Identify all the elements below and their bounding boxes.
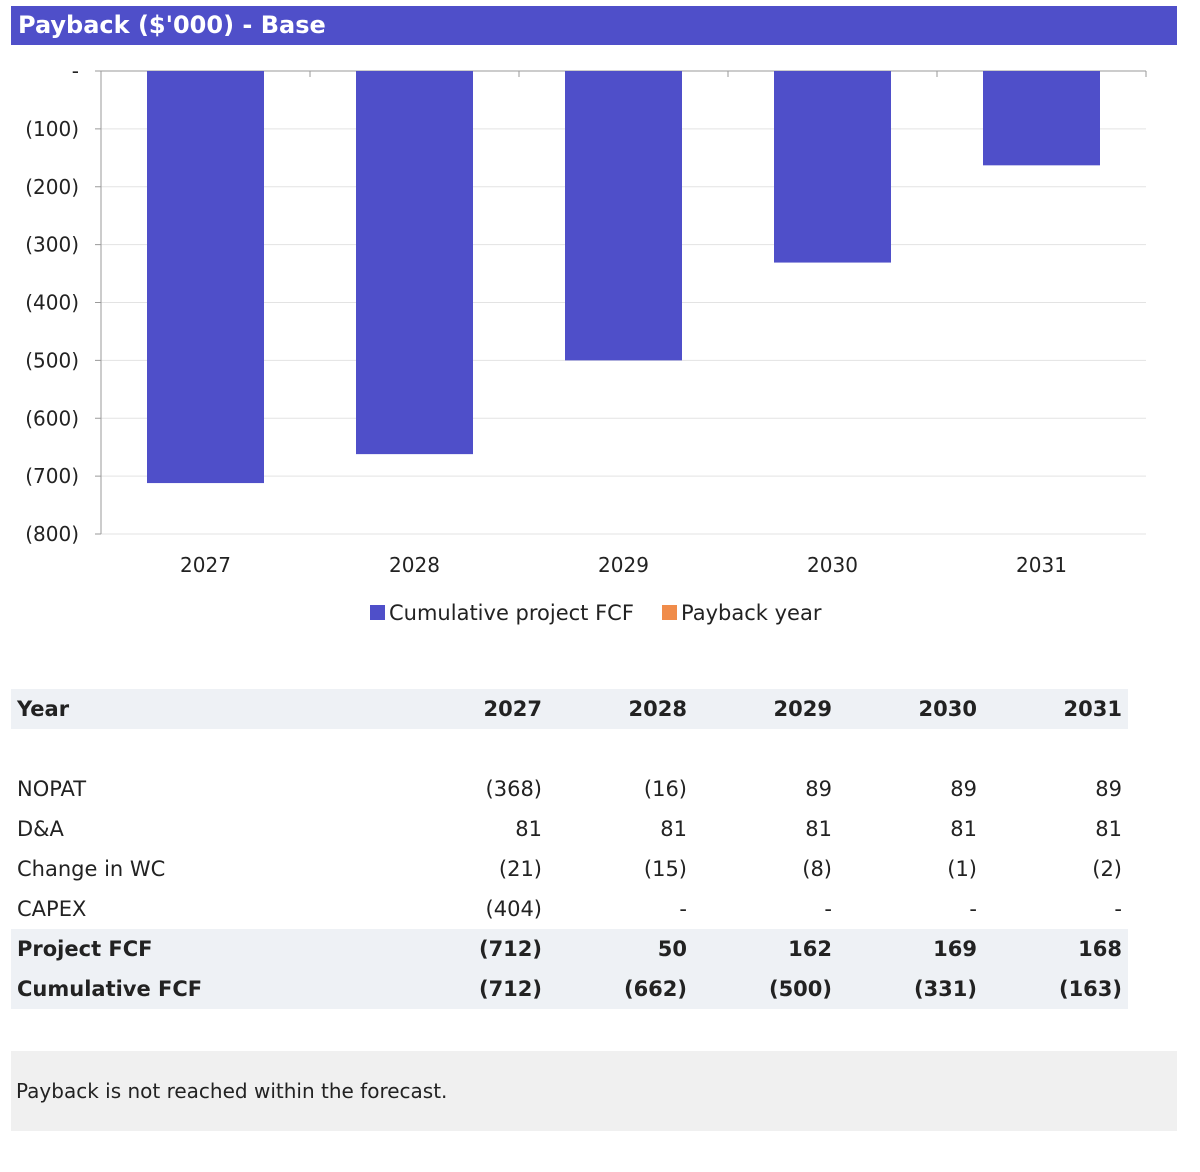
row-label: Cumulative FCF <box>11 969 403 1009</box>
x-tick-label: 2030 <box>807 553 858 577</box>
y-tick-label: (600) <box>25 406 79 430</box>
cell-value: (2) <box>1092 857 1122 881</box>
table-row-change-in-wc: Change in WC (21) (15) (8) (1) (2) <box>11 849 1128 889</box>
header-year: 2027 <box>403 689 548 729</box>
cell-value: - <box>969 897 977 921</box>
cell-value: (1) <box>947 857 977 881</box>
cell-value: (712) <box>403 929 548 969</box>
cell-value: 89 <box>1095 777 1122 801</box>
cell-value: 81 <box>950 817 977 841</box>
cell-value: 81 <box>1095 817 1122 841</box>
header-year: 2028 <box>548 689 693 729</box>
header-year: 2029 <box>693 689 838 729</box>
row-label: D&A <box>17 817 64 841</box>
y-tick-label: (500) <box>25 348 79 372</box>
table-row-da: D&A 81 81 81 81 81 <box>11 809 1128 849</box>
y-tick-label: (400) <box>25 291 79 315</box>
table-row-nopat: NOPAT (368) (16) 89 89 89 <box>11 769 1128 809</box>
table-row-cumulative-fcf: Cumulative FCF (712) (662) (500) (331) (… <box>11 969 1128 1009</box>
payback-chart: - (100) (200) (300) (400) (500) (600) (700) (800… <box>25 59 1147 625</box>
y-tick-label: (200) <box>25 175 79 199</box>
x-tick-label: 2031 <box>1016 553 1067 577</box>
cell-value: - <box>824 897 832 921</box>
table-row-project-fcf: Project FCF (712) 50 162 169 168 <box>11 929 1128 969</box>
note-box: Payback is not reached within the foreca… <box>11 1051 1177 1131</box>
bar <box>356 71 473 455</box>
header-year: 2031 <box>983 689 1128 729</box>
table-row-capex: CAPEX (404) - - - - <box>11 889 1128 929</box>
cell-value: (712) <box>403 969 548 1009</box>
spacer-row <box>11 729 1128 769</box>
header-year: 2030 <box>838 689 983 729</box>
cell-value: - <box>1114 897 1122 921</box>
cell-value: (368) <box>485 777 542 801</box>
x-tick-label: 2028 <box>389 553 440 577</box>
row-label: NOPAT <box>17 777 87 801</box>
cell-value: 168 <box>983 929 1128 969</box>
cell-value: - <box>679 897 687 921</box>
payback-table: Year 2027 2028 2029 2030 2031 NOPAT (368… <box>11 689 1128 1009</box>
bar <box>774 71 891 263</box>
row-label: Change in WC <box>17 857 166 881</box>
legend-label: Cumulative project FCF <box>389 601 634 625</box>
chart-title: Payback ($'000) - Base <box>18 11 326 39</box>
cell-value: (16) <box>643 777 687 801</box>
payback-note: Payback is not reached within the foreca… <box>16 1079 448 1103</box>
row-label: CAPEX <box>17 897 87 921</box>
cell-value: (163) <box>983 969 1128 1009</box>
cell-value: (15) <box>643 857 687 881</box>
bar <box>565 71 682 361</box>
y-tick-label: (700) <box>25 464 79 488</box>
table-header-row: Year 2027 2028 2029 2030 2031 <box>11 689 1128 729</box>
legend-label: Payback year <box>681 601 822 625</box>
header-label: Year <box>11 689 403 729</box>
cell-value: 81 <box>805 817 832 841</box>
y-tick-label: (800) <box>25 522 79 546</box>
cell-value: 162 <box>693 929 838 969</box>
y-tick-label: (300) <box>25 233 79 257</box>
bar <box>147 71 264 484</box>
x-tick-label: 2029 <box>598 553 649 577</box>
row-label: Project FCF <box>11 929 403 969</box>
cell-value: (404) <box>485 897 542 921</box>
legend-swatch <box>662 605 677 620</box>
x-tick-label: 2027 <box>180 553 231 577</box>
cell-value: (500) <box>693 969 838 1009</box>
cell-value: 81 <box>515 817 542 841</box>
cell-value: 89 <box>950 777 977 801</box>
cell-value: (662) <box>548 969 693 1009</box>
cell-value: 81 <box>660 817 687 841</box>
legend-swatch <box>370 605 385 620</box>
cell-value: 89 <box>805 777 832 801</box>
y-tick-label: - <box>72 59 79 83</box>
cell-value: (21) <box>498 857 542 881</box>
cell-value: 169 <box>838 929 983 969</box>
cell-value: (8) <box>802 857 832 881</box>
cell-value: 50 <box>548 929 693 969</box>
bar <box>983 71 1100 166</box>
cell-value: (331) <box>838 969 983 1009</box>
title-bar: Payback ($'000) - Base <box>11 6 1177 45</box>
y-tick-label: (100) <box>25 117 79 141</box>
